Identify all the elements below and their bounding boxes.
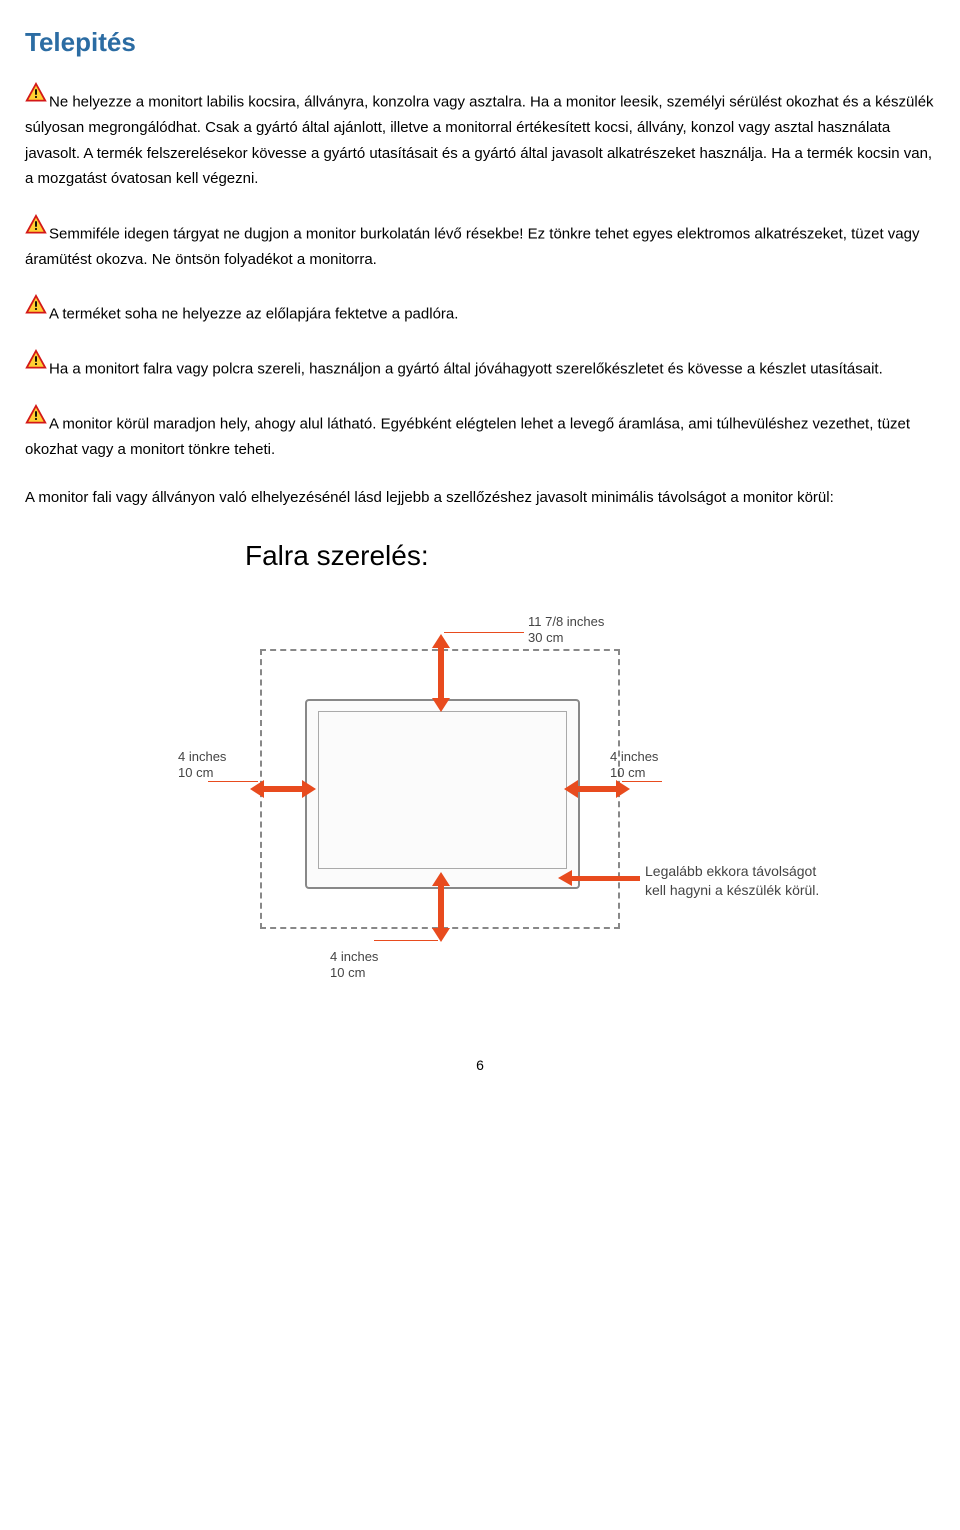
monitor-screen (318, 711, 567, 869)
warning-icon (25, 214, 47, 243)
intro-text: A monitor fali vagy állványon való elhel… (25, 485, 935, 511)
arrowhead-left-l (250, 780, 264, 798)
arrowhead-left-r (302, 780, 316, 798)
warning-text-4: Ha a monitort falra vagy polcra szereli,… (49, 361, 883, 378)
dim-left: 4 inches10 cm (178, 749, 226, 782)
warning-para-3: A terméket soha ne helyezze az előlapjár… (25, 294, 935, 327)
warning-icon (25, 82, 47, 111)
arrowhead-right-l (564, 780, 578, 798)
warning-icon (25, 294, 47, 323)
diagram-note: Legalább ekkora távolságotkell hagyni a … (645, 862, 825, 900)
arrowhead-bottom-up (432, 872, 450, 886)
warning-para-1: Ne helyezze a monitort labilis kocsira, … (25, 82, 935, 192)
warning-para-2: Semmiféle idegen tárgyat ne dugjon a mon… (25, 214, 935, 273)
warning-para-4: Ha a monitort falra vagy polcra szereli,… (25, 349, 935, 382)
warning-para-5: A monitor körül maradjon hely, ahogy alu… (25, 404, 935, 463)
page-number: 6 (25, 1054, 935, 1078)
page-title: Telepités (25, 20, 935, 64)
warning-text-1: Ne helyezze a monitort labilis kocsira, … (25, 94, 934, 188)
clearance-diagram: 11 7/8 inches30 cm 4 inches10 cm 4 inche… (170, 594, 790, 1014)
top-leader (444, 632, 524, 634)
arrowhead-top-up (432, 634, 450, 648)
warning-text-3: A terméket soha ne helyezze az előlapjár… (49, 306, 458, 323)
warning-text-2: Semmiféle idegen tárgyat ne dugjon a mon… (25, 225, 919, 268)
warning-icon (25, 349, 47, 378)
diagram-title: Falra szerelés: (25, 532, 935, 580)
arrowhead-top-down (432, 698, 450, 712)
dim-bottom: 4 inches10 cm (330, 949, 378, 982)
dim-right: 4 inches10 cm (610, 749, 658, 782)
arrowhead-right-r (616, 780, 630, 798)
warning-text-5: A monitor körül maradjon hely, ahogy alu… (25, 416, 910, 459)
warning-icon (25, 404, 47, 433)
arrow-note (570, 876, 640, 881)
bottom-leader (374, 940, 438, 942)
arrowhead-note (558, 870, 572, 886)
arrow-top (438, 642, 444, 704)
arrow-bottom (438, 882, 444, 934)
dim-top: 11 7/8 inches30 cm (528, 614, 604, 647)
